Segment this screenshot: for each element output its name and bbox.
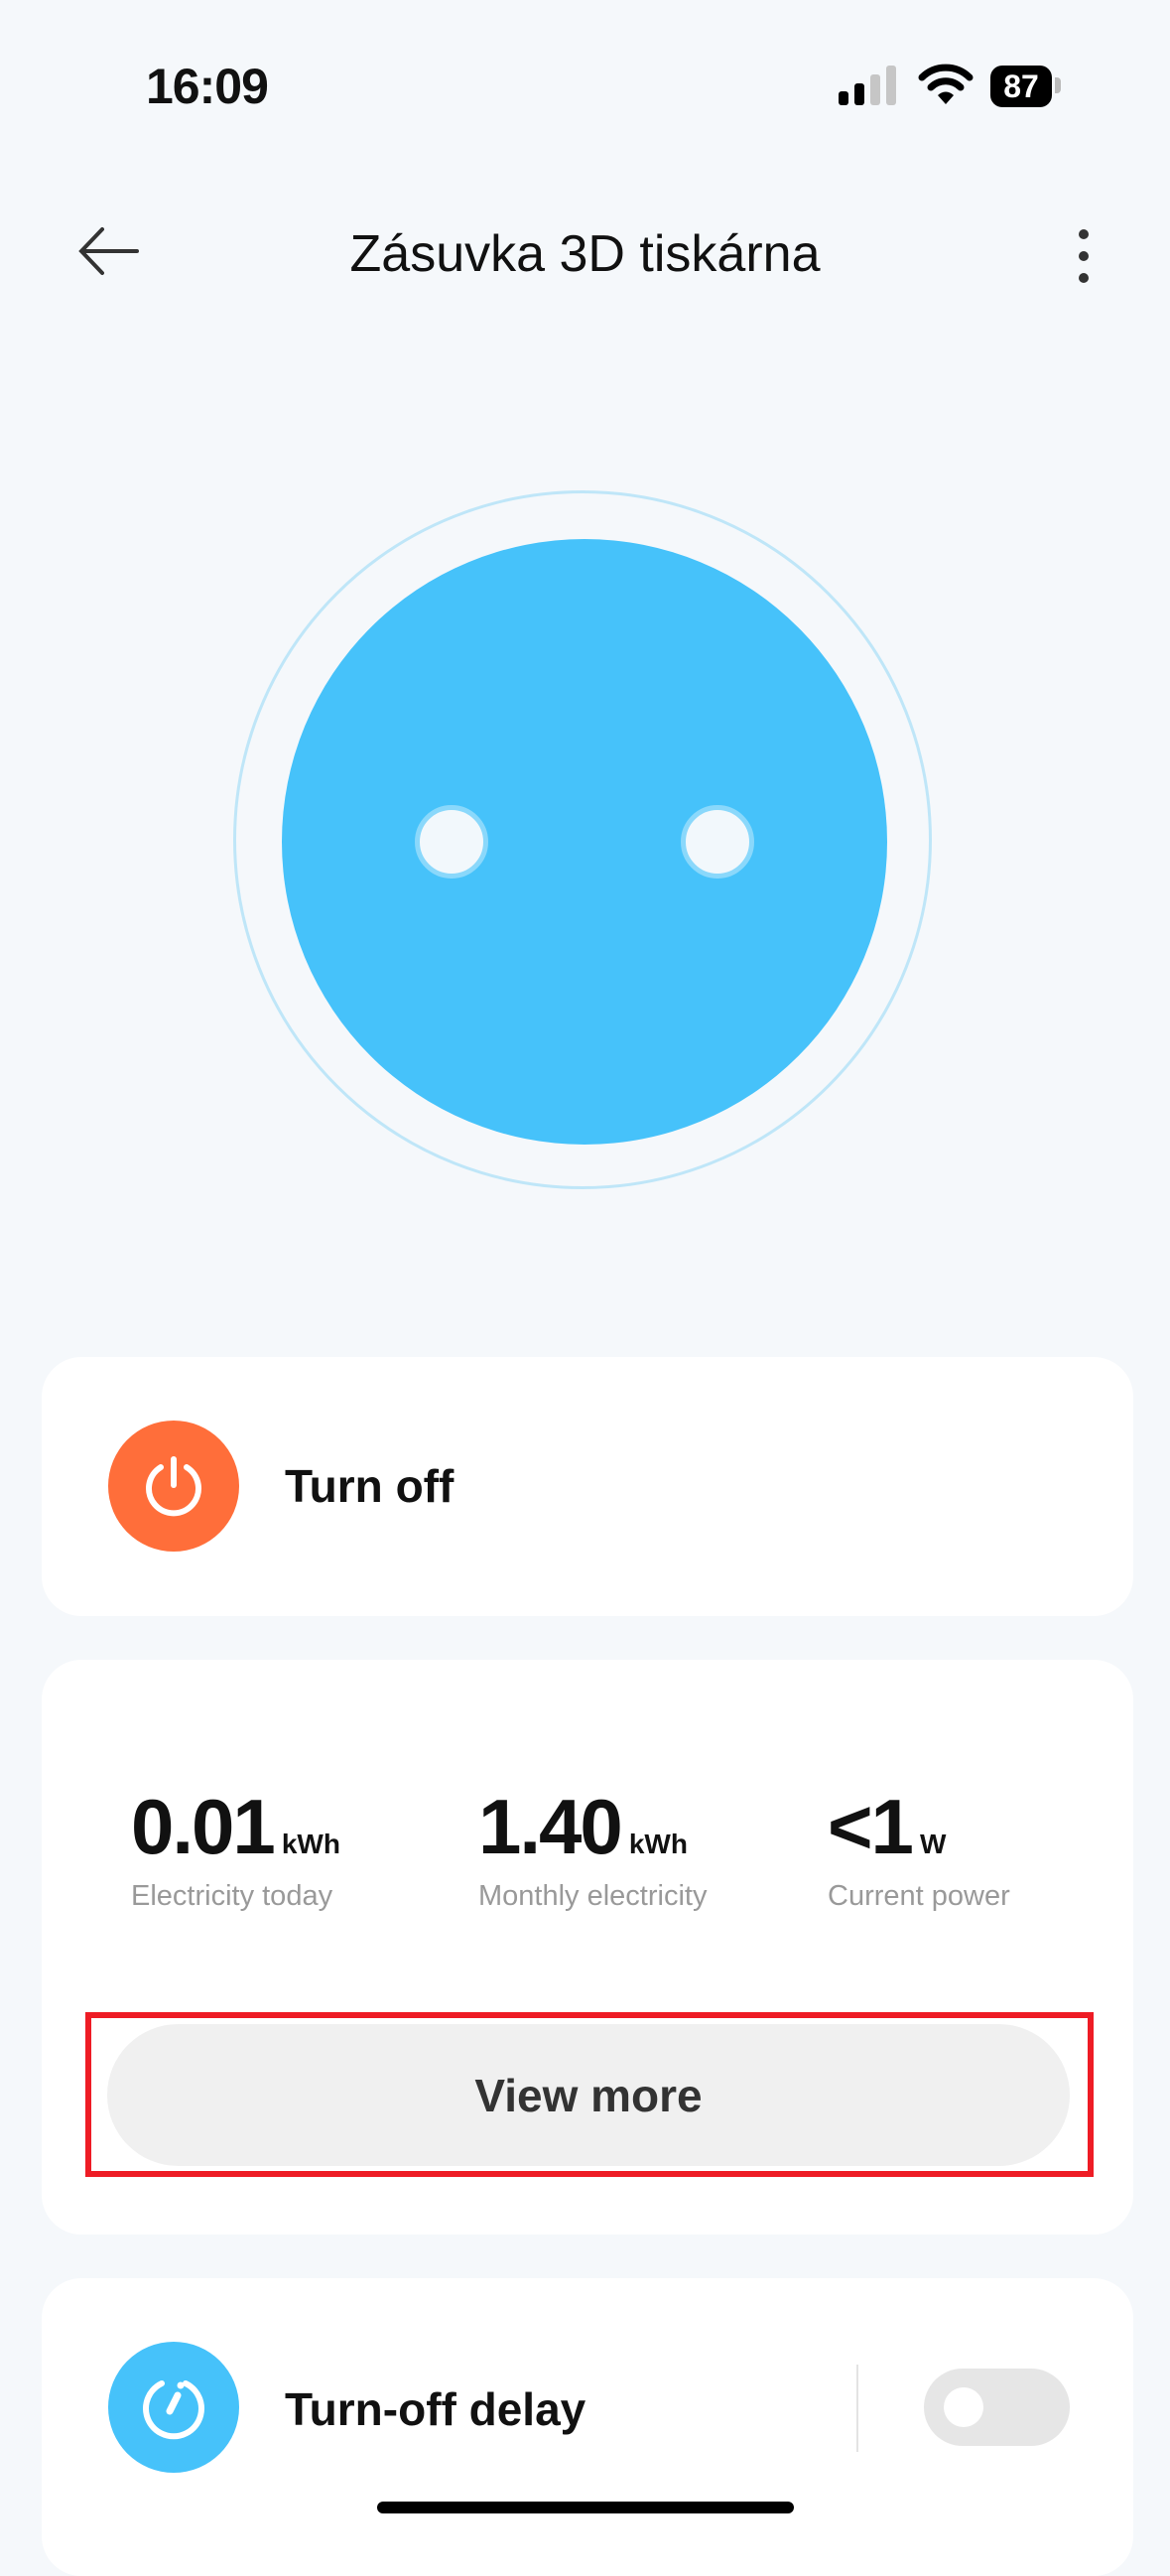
battery-cap <box>1055 77 1061 93</box>
highlight-box <box>85 2012 1094 2177</box>
timer-button[interactable] <box>108 2342 239 2473</box>
power-label: Turn off <box>285 1460 455 1512</box>
socket-ring <box>233 490 932 1189</box>
status-time: 16:09 <box>146 59 269 114</box>
stat-unit: W <box>919 1829 947 1859</box>
stat-electricity-today: 0.01 kWh Electricity today <box>131 1782 340 1913</box>
battery-icon: 87 <box>990 66 1052 107</box>
socket-visual[interactable] <box>282 539 887 1145</box>
stat-current-power: <1 W Current power <box>828 1782 1010 1913</box>
stat-monthly-electricity: 1.40 kWh Monthly electricity <box>478 1782 707 1913</box>
stat-label: Electricity today <box>131 1880 333 1912</box>
stat-label: Current power <box>828 1880 1010 1912</box>
back-arrow-icon[interactable] <box>77 226 141 276</box>
socket-hole-left <box>415 805 488 879</box>
turn-off-delay-toggle[interactable] <box>924 2369 1070 2446</box>
power-button[interactable] <box>108 1421 239 1552</box>
timer-icon <box>143 2380 204 2440</box>
stat-unit: kWh <box>281 1829 340 1859</box>
toggle-knob <box>944 2387 983 2427</box>
stat-label: Monthly electricity <box>478 1880 708 1912</box>
divider <box>856 2365 858 2452</box>
wifi-icon <box>918 64 974 104</box>
stat-value: 0.01 <box>131 1783 276 1870</box>
page-title: Zásuvka 3D tiskárna <box>349 225 821 283</box>
socket-hole-right <box>681 805 754 879</box>
more-options-icon[interactable] <box>1072 228 1096 284</box>
power-card[interactable]: Turn off <box>42 1357 1133 1616</box>
view-more-button[interactable]: View more <box>107 2024 1070 2166</box>
stat-unit: kWh <box>628 1829 688 1859</box>
stat-value: 1.40 <box>478 1783 623 1870</box>
stat-value: <1 <box>828 1783 914 1870</box>
home-indicator[interactable] <box>377 2502 794 2513</box>
turn-off-delay-label: Turn-off delay <box>285 2383 586 2435</box>
cellular-signal-icon <box>839 66 896 105</box>
power-icon <box>146 1456 201 1517</box>
